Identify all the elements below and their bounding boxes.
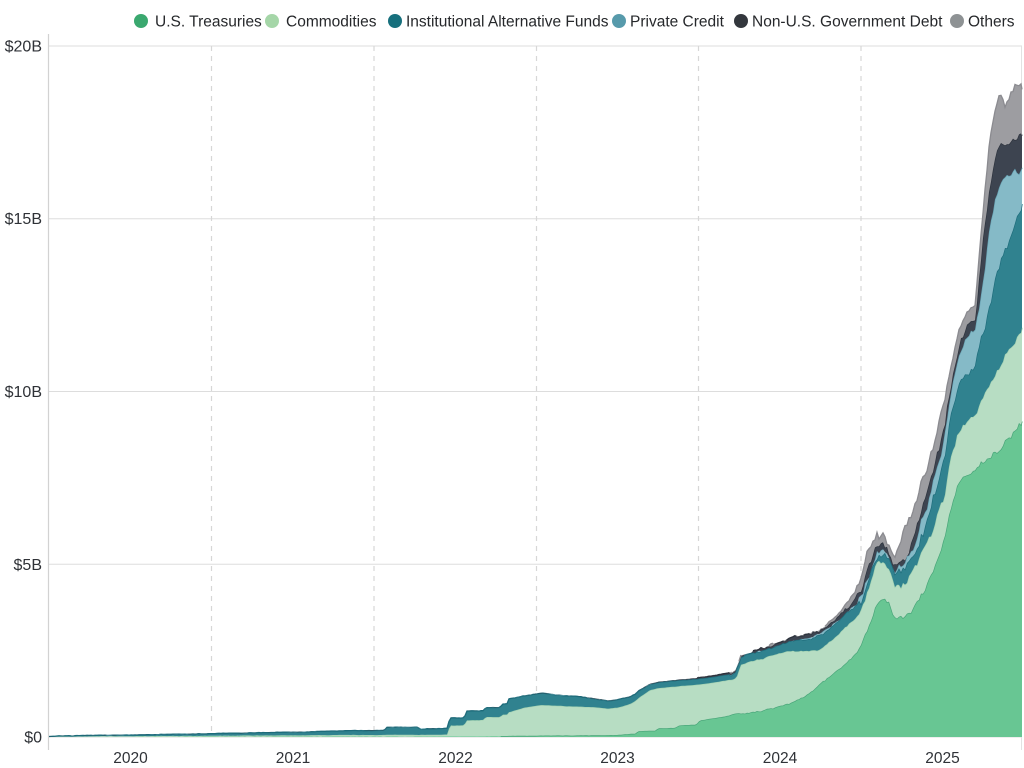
svg-text:2020: 2020 [113,750,148,767]
svg-text:2022: 2022 [438,750,472,767]
svg-text:$10B: $10B [5,384,42,401]
svg-text:Others: Others [968,14,1015,31]
svg-text:2025: 2025 [925,750,959,767]
svg-text:2023: 2023 [600,750,634,767]
svg-text:$0: $0 [24,730,42,747]
svg-text:Private Credit: Private Credit [630,14,725,31]
svg-text:Commodities: Commodities [286,14,377,31]
svg-text:2024: 2024 [763,750,798,767]
svg-text:Non-U.S. Government Debt: Non-U.S. Government Debt [752,14,943,31]
svg-text:2021: 2021 [276,750,310,767]
svg-text:$15B: $15B [5,211,42,228]
svg-text:U.S. Treasuries: U.S. Treasuries [155,14,262,31]
svg-text:$20B: $20B [5,39,42,56]
svg-text:Institutional Alternative Fund: Institutional Alternative Funds [406,14,609,31]
svg-text:$5B: $5B [14,557,42,574]
